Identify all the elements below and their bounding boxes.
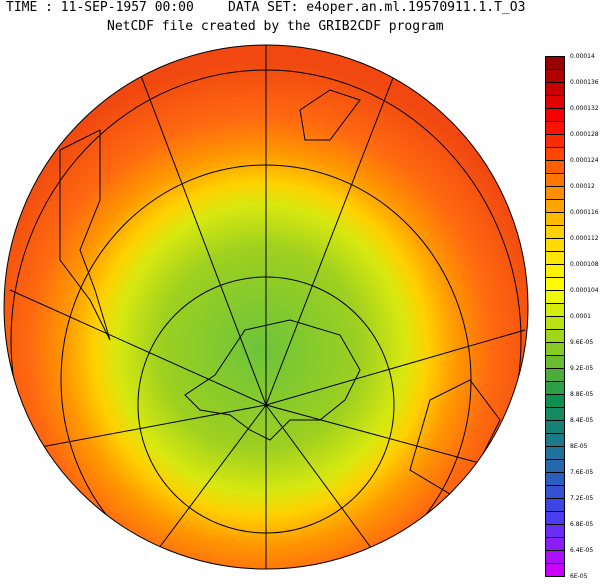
- colorbar-swatch: [545, 511, 565, 524]
- colorbar-label: 0.0001: [570, 313, 591, 320]
- colorbar-swatch: [545, 95, 565, 108]
- colorbar-swatch: [545, 225, 565, 238]
- colorbar-swatch: [545, 394, 565, 407]
- colorbar-label: 0.00014: [570, 53, 595, 60]
- colorbar-swatch: [545, 550, 565, 563]
- colorbar-label: 0.000104: [570, 287, 599, 294]
- colorbar-swatch: [545, 433, 565, 446]
- colorbar-label: 6.4E-05: [570, 547, 594, 554]
- meridian: [24, 404, 267, 451]
- meridian: [265, 59, 401, 406]
- colorbar-swatch: [545, 69, 565, 82]
- meridian: [265, 404, 506, 471]
- colorbar-swatch: [545, 498, 565, 511]
- colorbar-swatch: [545, 56, 565, 69]
- colorbar-swatch: [545, 121, 565, 134]
- colorbar-swatch: [545, 82, 565, 95]
- colorbar-swatch: [545, 537, 565, 550]
- colorbar-swatch: [545, 355, 565, 368]
- colorbar-label: 0.000116: [570, 209, 599, 216]
- africa-coastline: [59, 129, 111, 341]
- colorbar-swatch: [545, 342, 565, 355]
- colorbar-label: 0.000132: [570, 105, 599, 112]
- subtitle: NetCDF file created by the GRIB2CDF prog…: [107, 19, 444, 34]
- colorbar-swatch: [545, 563, 565, 577]
- colorbar-swatch: [545, 407, 565, 420]
- colorbar-swatch: [545, 420, 565, 433]
- colorbar-label: 6E-05: [570, 573, 588, 580]
- colorbar-swatch: [545, 264, 565, 277]
- meridian: [265, 404, 381, 561]
- colorbar-swatch: [545, 459, 565, 472]
- dataset-label: DATA SET: e4oper.an.ml.19570911.1.T_O3: [228, 0, 526, 15]
- ozone-map: [3, 44, 529, 570]
- colorbar-label: 7.2E-05: [570, 495, 594, 502]
- colorbar-swatch: [545, 134, 565, 147]
- colorbar-swatch: [545, 160, 565, 173]
- colorbar-swatch: [545, 524, 565, 537]
- colorbar-label: 6.8E-05: [570, 521, 594, 528]
- meridian: [265, 329, 526, 406]
- meridian: [134, 59, 267, 406]
- colorbar-label: 9.6E-05: [570, 339, 594, 346]
- colorbar-swatch: [545, 368, 565, 381]
- colorbar-label: 0.000128: [570, 131, 599, 138]
- antarctica-coastline: [184, 319, 361, 441]
- colorbar-swatch: [545, 251, 565, 264]
- colorbar-swatch: [545, 290, 565, 303]
- colorbar-swatch: [545, 147, 565, 160]
- colorbar-label: 9.2E-05: [570, 365, 594, 372]
- colorbar-label: 0.000136: [570, 79, 599, 86]
- colorbar-label: 0.000112: [570, 235, 599, 242]
- colorbar-label: 0.00012: [570, 183, 595, 190]
- colorbar-swatch: [545, 108, 565, 121]
- colorbar-swatch: [545, 329, 565, 342]
- colorbar-swatch: [545, 446, 565, 459]
- colorbar-swatch: [545, 186, 565, 199]
- colorbar-swatch: [545, 303, 565, 316]
- colorbar-swatch: [545, 472, 565, 485]
- colorbar-label: 0.000124: [570, 157, 599, 164]
- meridian: [149, 404, 267, 561]
- colorbar-swatch: [545, 381, 565, 394]
- colorbar-label: 7.6E-05: [570, 469, 594, 476]
- colorbar-swatch: [545, 316, 565, 329]
- australia-coastline: [299, 89, 361, 141]
- colorbar-label: 0.000108: [570, 261, 599, 268]
- colorbar-label: 8.4E-05: [570, 417, 594, 424]
- colorbar-label: 8.8E-05: [570, 391, 594, 398]
- colorbar-swatch: [545, 199, 565, 212]
- colorbar-label: 8E-05: [570, 443, 588, 450]
- colorbar-swatch: [545, 277, 565, 290]
- colorbar-swatch: [545, 485, 565, 498]
- colorbar-swatch: [545, 238, 565, 251]
- colorbar-swatch: [545, 212, 565, 225]
- colorbar: [545, 56, 565, 577]
- meridian: [9, 289, 267, 406]
- colorbar-swatch: [545, 173, 565, 186]
- time-label: TIME : 11-SEP-1957 00:00: [6, 0, 194, 15]
